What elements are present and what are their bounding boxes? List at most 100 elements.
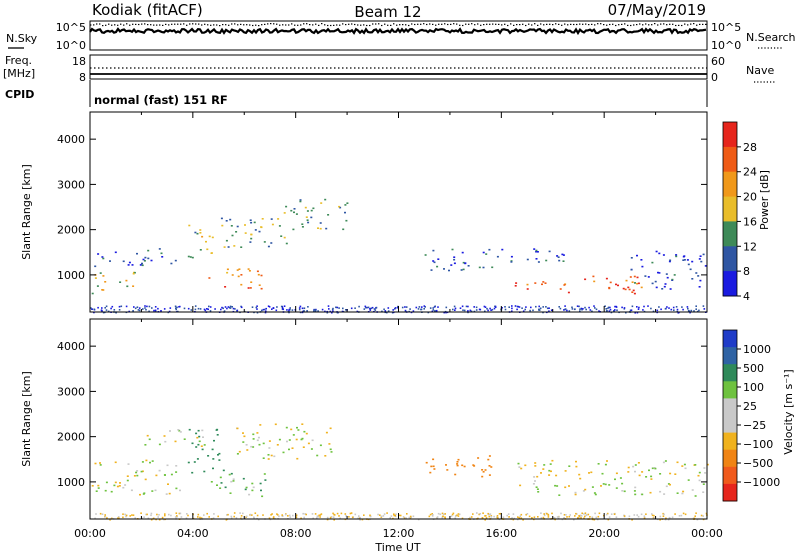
- data-cell: [556, 516, 559, 518]
- data-cell: [436, 516, 439, 518]
- data-cell: [363, 308, 366, 310]
- x-tick-label: 00:00: [691, 527, 723, 540]
- data-cell: [375, 306, 378, 309]
- data-cell: [453, 258, 456, 261]
- data-cell: [142, 258, 145, 261]
- data-cell: [260, 287, 263, 290]
- data-cell: [390, 515, 393, 517]
- data-cell: [454, 473, 457, 476]
- data-cell: [660, 308, 662, 311]
- nsearch-dot: [453, 23, 455, 25]
- data-cell: [537, 516, 539, 518]
- data-cell: [453, 305, 456, 308]
- data-cell: [494, 306, 497, 308]
- data-cell: [247, 268, 250, 270]
- data-cell: [432, 249, 435, 252]
- data-cell: [454, 517, 456, 519]
- nsearch-dot: [183, 23, 185, 25]
- nsearch-dot: [672, 23, 674, 25]
- data-cell: [175, 471, 178, 473]
- data-cell: [682, 490, 685, 493]
- data-cell: [501, 307, 503, 309]
- data-cell: [230, 225, 233, 227]
- data-cell: [540, 472, 542, 474]
- data-cell: [197, 443, 200, 446]
- nsky-label: N.Sky: [6, 32, 38, 45]
- data-cell: [245, 486, 248, 489]
- data-cell: [330, 451, 333, 453]
- data-cell: [142, 308, 144, 310]
- data-cell: [655, 250, 658, 253]
- data-cell: [545, 306, 547, 308]
- power-colorbar: 28 24 20 16 12 8 4: [722, 121, 757, 303]
- colorbar-tick-label: 28: [743, 141, 757, 154]
- data-cell: [461, 251, 464, 254]
- beam-label: Beam 12: [354, 3, 421, 21]
- nave-tick-bottom-right: 0: [711, 71, 718, 84]
- data-cell: [412, 515, 415, 518]
- data-cell: [479, 513, 481, 515]
- data-cell: [233, 245, 236, 247]
- data-cell: [657, 271, 659, 274]
- data-cell: [621, 490, 624, 492]
- data-cell: [538, 308, 540, 311]
- data-cell: [151, 490, 154, 492]
- data-cell: [569, 514, 571, 516]
- data-cell: [488, 455, 491, 457]
- data-cell: [170, 473, 173, 476]
- data-cell: [417, 308, 420, 310]
- data-cell: [659, 519, 661, 521]
- data-cell: [143, 516, 145, 518]
- data-cell: [548, 310, 550, 312]
- data-cell: [179, 305, 181, 308]
- data-cell: [114, 461, 117, 464]
- data-cell: [104, 515, 107, 518]
- data-cell: [510, 255, 513, 258]
- data-cell: [94, 277, 97, 279]
- data-cell: [486, 307, 488, 310]
- data-cell: [340, 512, 343, 515]
- data-cell: [247, 287, 250, 289]
- data-cell: [114, 251, 117, 254]
- data-cell: [450, 264, 453, 266]
- data-cell: [634, 486, 637, 489]
- data-cell: [478, 513, 480, 516]
- data-cell: [306, 310, 308, 312]
- data-cell: [651, 261, 654, 264]
- data-cell: [359, 516, 361, 519]
- colorbar-tick-label: 1000: [743, 343, 771, 356]
- nsearch-dot: [150, 24, 152, 26]
- nsearch-dot: [324, 24, 326, 26]
- data-cell: [254, 512, 257, 514]
- data-cell: [387, 310, 390, 312]
- data-cell: [156, 513, 158, 516]
- data-cell: [231, 274, 234, 276]
- data-cell: [240, 274, 243, 276]
- data-cell: [133, 475, 136, 477]
- data-cell: [221, 306, 223, 309]
- data-cell: [693, 517, 696, 520]
- data-cell: [432, 514, 434, 516]
- data-cell: [415, 306, 418, 309]
- data-cell: [109, 260, 111, 262]
- data-cell: [288, 439, 291, 441]
- data-cell: [219, 476, 222, 479]
- data-cell: [267, 245, 270, 248]
- data-cell: [242, 441, 245, 443]
- data-cell: [564, 470, 567, 472]
- data-cell: [228, 473, 231, 476]
- data-cell: [406, 513, 408, 515]
- data-cell: [594, 307, 596, 309]
- nsearch-dot: [369, 24, 371, 27]
- data-cell: [250, 237, 253, 240]
- nsearch-dot: [390, 24, 392, 26]
- data-cell: [525, 306, 527, 308]
- nsearch-dot: [504, 23, 506, 25]
- data-cell: [104, 307, 106, 309]
- data-cell: [550, 470, 552, 473]
- data-cell: [478, 266, 481, 269]
- colorbar-segment: [723, 415, 737, 434]
- data-cell: [691, 489, 694, 491]
- data-cell: [252, 433, 255, 436]
- data-cell: [568, 310, 571, 312]
